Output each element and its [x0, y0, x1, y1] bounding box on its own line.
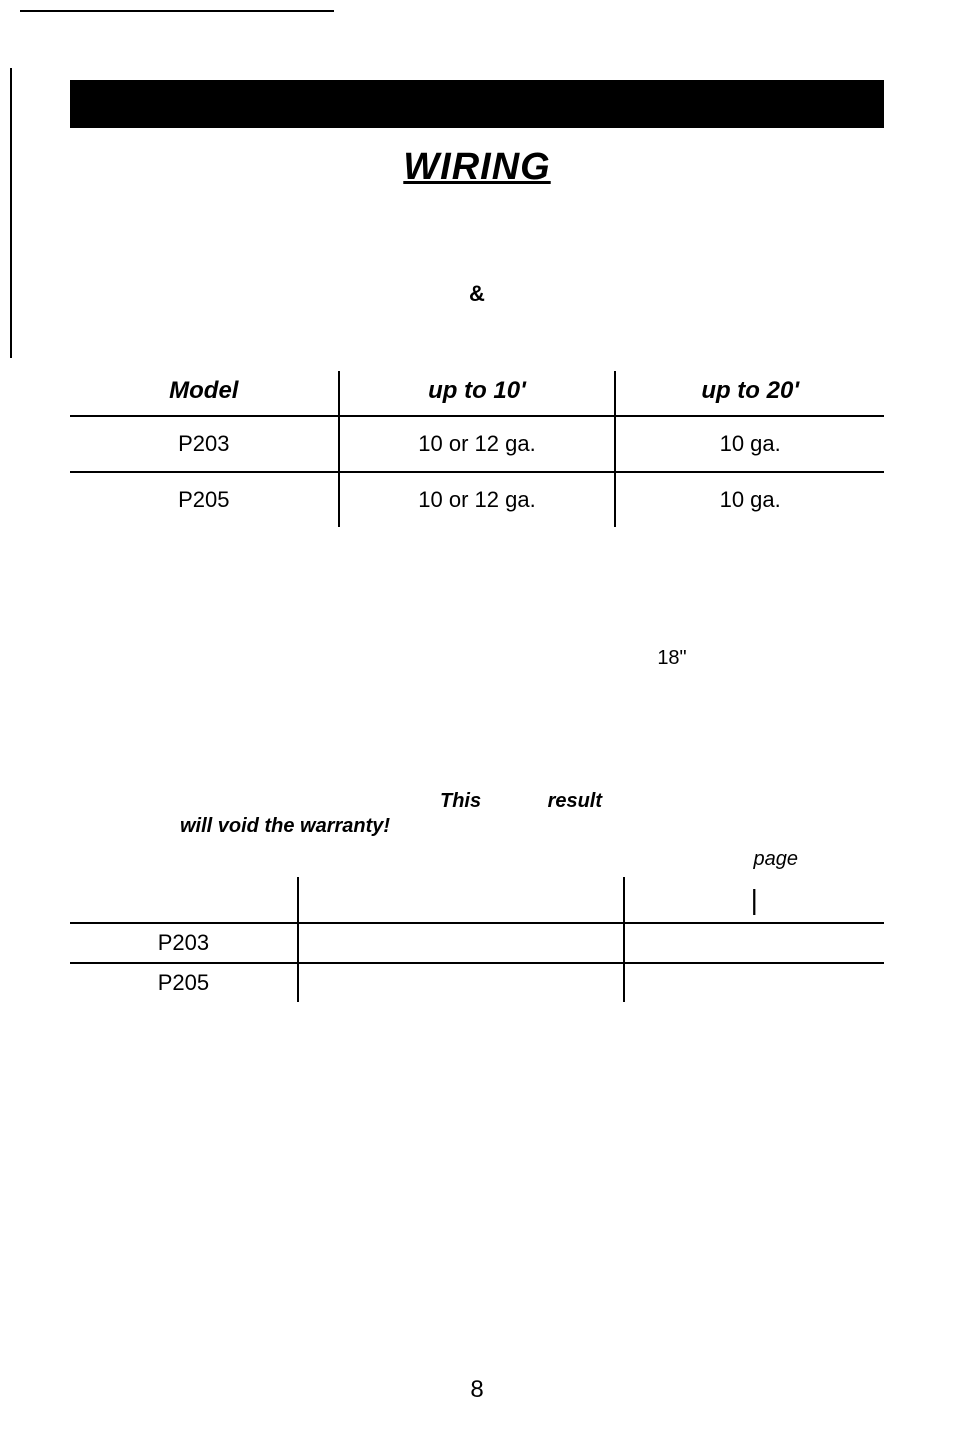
warranty-page: page [180, 848, 814, 871]
table-row: | [70, 877, 884, 923]
warranty-this: This [440, 790, 488, 813]
col-header-upto20: up to 20' [615, 371, 884, 416]
wire-gauge-table: Model up to 10' up to 20' P203 10 or 12 … [70, 371, 884, 527]
warranty-block: This result will void the warranty! page [180, 790, 814, 871]
cell-upto20: 10 ga. [615, 416, 884, 472]
warranty-result: result [548, 790, 602, 813]
ampersand: & [70, 281, 884, 307]
cell-model: P203 [70, 923, 298, 963]
cell-upto20: 10 ga. [615, 472, 884, 527]
col-header-model: Model [70, 371, 339, 416]
page-title: WIRING [70, 146, 884, 189]
cell-empty [298, 923, 624, 963]
page: WIRING & Model up to 10' up to 20' P203 … [0, 0, 954, 1454]
cell-empty [298, 963, 624, 1002]
cell-model: P203 [70, 416, 339, 472]
cell-upto10: 10 or 12 ga. [339, 472, 616, 527]
table-row: P205 10 or 12 ga. 10 ga. [70, 472, 884, 527]
table-row: P203 [70, 923, 884, 963]
cell-upto10: 10 or 12 ga. [339, 416, 616, 472]
cell-empty [624, 963, 885, 1002]
page-number: 8 [0, 1376, 954, 1404]
cell-empty [70, 877, 298, 923]
eighteen-inch-text: 18" [70, 647, 884, 670]
header-blackbar [70, 80, 884, 128]
secondary-table: | P203 P205 [70, 877, 884, 1002]
cell-empty [298, 877, 624, 923]
cell-empty [624, 923, 885, 963]
cell-model: P205 [70, 472, 339, 527]
col-header-upto10: up to 10' [339, 371, 616, 416]
cell-model: P205 [70, 963, 298, 1002]
cell-pipe: | [624, 877, 885, 923]
table-row: P205 [70, 963, 884, 1002]
warranty-void: will void the warranty! [180, 815, 814, 838]
table-row: P203 10 or 12 ga. 10 ga. [70, 416, 884, 472]
